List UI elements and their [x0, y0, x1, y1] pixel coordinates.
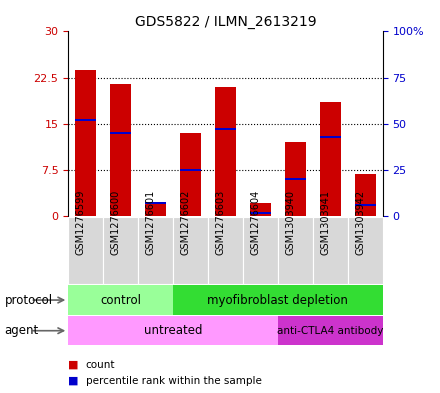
- Text: myofibroblast depletion: myofibroblast depletion: [208, 294, 348, 307]
- Bar: [355, 204, 376, 206]
- Bar: [75, 70, 96, 216]
- Bar: [173, 285, 383, 315]
- Bar: [103, 217, 138, 284]
- Bar: [285, 142, 306, 216]
- Title: GDS5822 / ILMN_2613219: GDS5822 / ILMN_2613219: [135, 15, 316, 29]
- Bar: [250, 212, 271, 215]
- Bar: [313, 217, 348, 284]
- Text: ■: ■: [68, 376, 79, 386]
- Bar: [180, 133, 201, 216]
- Bar: [348, 217, 383, 284]
- Text: GSM1276604: GSM1276604: [250, 190, 260, 255]
- Bar: [355, 174, 376, 216]
- Bar: [320, 102, 341, 216]
- Bar: [320, 136, 341, 138]
- Bar: [75, 119, 96, 121]
- Bar: [278, 217, 313, 284]
- Text: anti-CTLA4 antibody: anti-CTLA4 antibody: [277, 326, 384, 336]
- Text: GSM1276603: GSM1276603: [216, 190, 226, 255]
- Text: ■: ■: [68, 360, 79, 370]
- Text: GSM1303940: GSM1303940: [286, 190, 295, 255]
- Text: GSM1276599: GSM1276599: [76, 190, 86, 255]
- Text: count: count: [86, 360, 115, 370]
- Text: untreated: untreated: [144, 324, 202, 337]
- Bar: [68, 217, 103, 284]
- Bar: [215, 128, 236, 130]
- Bar: [278, 316, 383, 345]
- Text: GSM1303941: GSM1303941: [320, 190, 330, 255]
- Text: GSM1276600: GSM1276600: [110, 190, 121, 255]
- Bar: [208, 217, 243, 284]
- Bar: [250, 203, 271, 216]
- Bar: [68, 285, 173, 315]
- Text: protocol: protocol: [4, 294, 52, 307]
- Text: agent: agent: [4, 324, 39, 337]
- Text: control: control: [100, 294, 141, 307]
- Bar: [180, 169, 201, 171]
- Bar: [243, 217, 278, 284]
- Bar: [145, 202, 166, 204]
- Text: percentile rank within the sample: percentile rank within the sample: [86, 376, 262, 386]
- Bar: [145, 203, 166, 216]
- Bar: [215, 87, 236, 216]
- Bar: [68, 316, 278, 345]
- Bar: [110, 132, 131, 134]
- Text: GSM1276601: GSM1276601: [146, 190, 156, 255]
- Bar: [138, 217, 173, 284]
- Bar: [110, 84, 131, 216]
- Bar: [173, 217, 208, 284]
- Bar: [285, 178, 306, 180]
- Text: GSM1276602: GSM1276602: [180, 190, 191, 255]
- Text: GSM1303942: GSM1303942: [356, 190, 365, 255]
